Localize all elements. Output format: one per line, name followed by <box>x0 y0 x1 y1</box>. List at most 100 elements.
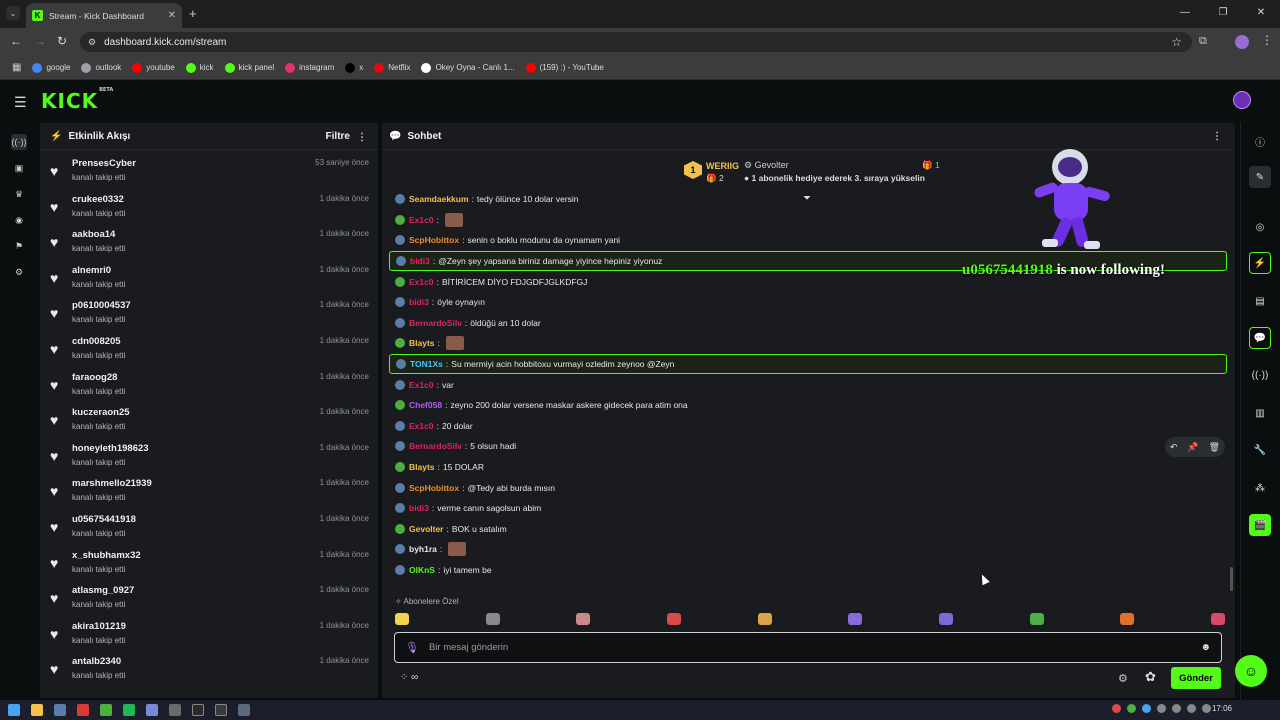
activity-item[interactable]: ♥ p0610004537 kanalı takip etti 1 dakika ön… <box>40 296 378 332</box>
chat-message[interactable]: ScpHobittox: @Tedy abi burda mısın <box>389 477 1227 498</box>
emote-icon[interactable] <box>938 613 953 625</box>
chat-username[interactable]: Gevolter <box>409 523 444 534</box>
focus-icon[interactable]: ◉ <box>15 214 23 225</box>
kick-logo[interactable]: KICKBETA <box>41 87 114 113</box>
file-explorer-icon[interactable] <box>31 704 43 716</box>
close-window-icon[interactable]: ✕ <box>1256 7 1266 18</box>
stream-broadcast-icon[interactable]: ((·)) <box>11 134 27 150</box>
hamburger-menu-icon[interactable]: ☰ <box>14 94 27 110</box>
activity-item[interactable]: ♥ u05675441918 kanalı takip etti 1 dakika ö… <box>40 510 378 546</box>
tray-icon[interactable] <box>1112 704 1121 713</box>
discord-icon[interactable] <box>146 704 158 716</box>
chat-message[interactable]: bidi3: verme canın sagolsun abim <box>389 498 1227 519</box>
chat-message[interactable]: bidi3: öyle oynayın <box>389 292 1227 313</box>
chat-username[interactable]: ScpHobittox <box>409 235 460 246</box>
chat-username[interactable]: Chef058 <box>409 400 443 411</box>
emote-icon[interactable] <box>395 613 409 625</box>
chat-message[interactable]: Ex1c0:20 dolar <box>389 416 1227 437</box>
clip-icon[interactable]: 🎬 <box>1249 514 1271 536</box>
chat-input-box[interactable]: 🎙 ☻ <box>394 632 1222 663</box>
chat-username[interactable]: Ex1c0 <box>409 420 434 431</box>
focus-view-icon[interactable]: ◎ <box>1255 221 1265 233</box>
chat-username[interactable]: Ex1c0 <box>409 214 434 225</box>
tray-icon[interactable] <box>1187 704 1196 713</box>
chat-username[interactable]: TON1Xs <box>410 359 443 370</box>
bookmark-item[interactable]: outlook <box>81 62 121 73</box>
chat-username[interactable]: bidi3 <box>409 297 429 308</box>
chat-settings-icon[interactable]: ⚙ <box>1118 673 1128 685</box>
gift-leaderboard-banner[interactable]: 1 WERIIG 🎁 2 ⚙ Gevolter 🎁 1 ● 1 abonelik… <box>682 157 942 187</box>
chat-username[interactable]: Seamdaekkum <box>409 194 469 205</box>
chat-username[interactable]: bidi3 <box>409 503 429 514</box>
chat-message[interactable]: Seamdaekkum: tedy ölünce 10 dolar versin <box>389 189 1227 210</box>
delete-message-icon[interactable]: 🗑 <box>1208 441 1220 452</box>
emote-icon[interactable] <box>757 613 772 625</box>
user-avatar[interactable] <box>1233 91 1251 109</box>
undo-icon[interactable]: ↶ <box>1169 441 1178 452</box>
activity-item[interactable]: ♥ alnemri0 kanalı takip etti 1 dakika önce <box>40 261 378 297</box>
bookmark-item[interactable]: kick panel <box>224 62 274 73</box>
tray-icon[interactable] <box>1127 704 1136 713</box>
edit-icon[interactable]: ✎ <box>1249 166 1271 188</box>
dashboard-icon[interactable]: ▣ <box>14 162 24 173</box>
chat-username[interactable]: ScpHobittox <box>409 482 460 493</box>
apps-grid-icon[interactable]: ▦ <box>12 62 22 73</box>
chat-username[interactable]: Blayts <box>409 462 435 473</box>
steam-active-icon[interactable] <box>238 704 250 716</box>
chat-username[interactable]: Blayts <box>409 338 435 349</box>
chat-username[interactable]: OlKnS <box>409 564 435 575</box>
back-icon[interactable]: ← <box>10 34 22 48</box>
chat-message[interactable]: Ex1c0: BİTİRİCEM DİYO FDJGDFJGLKDFGJ <box>389 271 1227 292</box>
filter-button[interactable]: Filtre <box>325 130 350 142</box>
chat-message[interactable]: bidi3: @Zeyn şey yapsana biriniz damage y… <box>389 250 1227 272</box>
chat-message[interactable]: Chef058: zeyno 200 dolar versene maskar a… <box>389 395 1227 416</box>
tray-icon[interactable] <box>1157 704 1166 713</box>
bookmark-item[interactable]: (159) :) - YouTube <box>525 62 604 73</box>
bookmark-item[interactable]: x <box>345 62 363 73</box>
close-tab-icon[interactable]: ✕ <box>167 10 176 21</box>
send-button[interactable]: Gönder <box>1171 667 1221 689</box>
support-chat-icon[interactable]: ☺ <box>1235 655 1267 687</box>
more-options-icon[interactable]: ⋮ <box>357 132 367 143</box>
steam-icon[interactable] <box>54 704 66 716</box>
emote-icon[interactable] <box>576 613 591 625</box>
notes-icon[interactable]: ▤ <box>1255 295 1265 307</box>
bookmark-item[interactable]: youtube <box>132 62 175 73</box>
chat-username[interactable]: BernardoSilv <box>409 441 462 452</box>
chat-message[interactable]: byh1ra: <box>389 539 1227 560</box>
emote-icon[interactable] <box>666 613 681 625</box>
trophy-icon[interactable]: ♛ <box>14 188 24 199</box>
collapse-banner-icon[interactable]: ⏷ <box>803 193 811 204</box>
extensions-icon[interactable]: ⧉ <box>1199 35 1207 47</box>
obs-icon[interactable] <box>215 704 227 716</box>
start-icon[interactable] <box>8 704 20 716</box>
chat-message[interactable]: Gevolter: BOK u satalım <box>389 519 1227 540</box>
emote-icon[interactable] <box>485 613 500 625</box>
site-info-icon[interactable]: ⚙ <box>88 36 97 47</box>
activity-item[interactable]: ♥ akira101219 kanalı takip etti 1 dakika ön… <box>40 617 378 653</box>
chat-options-icon[interactable]: ⋮ <box>1212 130 1222 142</box>
tray-icon[interactable] <box>1172 704 1181 713</box>
bookmark-star-icon[interactable]: ☆ <box>1171 35 1182 49</box>
chat-message[interactable]: BernardoSilv:5 olsun hadi <box>389 436 1227 457</box>
activity-toggle-icon[interactable]: ⚡ <box>1249 252 1271 274</box>
gift-icon[interactable]: ✿ <box>1145 669 1156 684</box>
bookmark-item[interactable]: google <box>32 62 70 73</box>
chrome-icon[interactable] <box>100 704 112 716</box>
share-icon[interactable]: ⁂ <box>1255 482 1265 494</box>
chat-message[interactable]: OlKnS: iyi tamem be <box>389 560 1227 581</box>
pin-message-icon[interactable]: 📌 <box>1187 441 1199 452</box>
browser-tab-active[interactable]: K Stream - Kick Dashboard ✕ <box>26 3 182 28</box>
activity-item[interactable]: ♥ faraoog28 kanalı takip etti 1 dakika önce <box>40 368 378 404</box>
x-app-icon[interactable] <box>192 704 204 716</box>
activity-item[interactable]: ♥ crukee0332 kanalı takip etti 1 dakika önc… <box>40 190 378 226</box>
activity-item[interactable]: ♥ PrensesCyber kanalı takip etti 53 saniye … <box>40 154 378 190</box>
chat-username[interactable]: bidi3 <box>410 256 430 267</box>
chat-username[interactable]: byh1ra <box>409 544 437 555</box>
activity-item[interactable]: ♥ aakboa14 kanalı takip etti 1 dakika önce <box>40 225 378 261</box>
emote-icon[interactable] <box>848 613 863 625</box>
activity-item[interactable]: ♥ marshmello21939 kanalı takip etti 1 dakik… <box>40 474 378 510</box>
opera-icon[interactable] <box>77 704 89 716</box>
community-icon[interactable]: ⚑ <box>14 240 24 251</box>
activity-item[interactable]: ♥ honeyleth198623 kanalı takip etti 1 dakik… <box>40 439 378 475</box>
